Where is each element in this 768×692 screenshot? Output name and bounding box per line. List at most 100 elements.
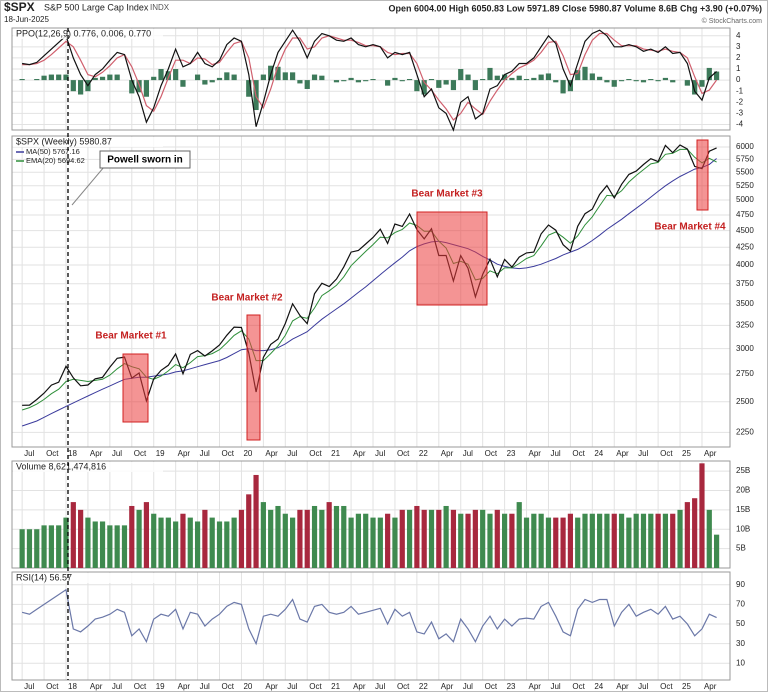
bar — [516, 75, 522, 81]
bar — [114, 74, 120, 81]
bar — [143, 80, 150, 97]
bar — [589, 513, 595, 568]
x-tick-label: Oct — [222, 449, 235, 458]
bar — [85, 517, 91, 568]
bar — [70, 80, 76, 92]
bar — [465, 513, 471, 568]
bar — [545, 73, 552, 81]
bar — [699, 80, 705, 87]
bar — [41, 75, 47, 81]
x-tick-label: Apr — [90, 449, 103, 458]
y-tick-label: 50 — [736, 619, 745, 628]
x-tick-label: 21 — [331, 682, 340, 691]
bar — [421, 80, 427, 95]
quote: Open 6004.00 High 6050.83 Low 5971.89 Cl… — [388, 3, 762, 13]
y-tick-label: -2 — [736, 97, 744, 106]
x-tick-label: 19 — [156, 682, 165, 691]
x-tick-label: Oct — [309, 682, 322, 691]
y-tick-label: 1 — [736, 64, 741, 73]
y-tick-label: 10 — [736, 658, 745, 667]
bar — [363, 80, 369, 82]
x-tick-label: Apr — [616, 449, 629, 458]
title-bg — [13, 573, 163, 583]
y-tick-label: 2500 — [736, 397, 754, 406]
y-tick-label: 2 — [736, 53, 741, 62]
bar — [640, 513, 647, 568]
panel-title: $SPX (Weekly) 5980.87 — [16, 136, 112, 146]
bar — [509, 513, 515, 568]
bar — [575, 517, 581, 568]
x-tick-label: Jul — [550, 449, 560, 458]
bar — [648, 79, 654, 81]
bar — [121, 525, 128, 568]
bar — [713, 534, 720, 568]
bar — [538, 513, 544, 568]
bar — [355, 513, 361, 568]
bar — [633, 80, 639, 82]
y-tick-label: 0 — [736, 75, 741, 84]
bar — [209, 517, 215, 568]
bar — [494, 75, 500, 81]
bar — [472, 80, 478, 91]
bar — [531, 513, 537, 568]
x-tick-label: Oct — [134, 682, 147, 691]
x-tick-label: 22 — [419, 682, 428, 691]
x-tick-label: Jul — [24, 449, 34, 458]
bar — [392, 77, 398, 81]
bar — [428, 79, 435, 81]
x-tick-label: Apr — [265, 449, 278, 458]
bar — [326, 502, 332, 568]
bar — [319, 509, 325, 568]
bar — [311, 74, 318, 81]
x-tick-label: Apr — [353, 682, 366, 691]
bar — [487, 513, 493, 568]
bar — [450, 509, 457, 568]
bar — [421, 509, 427, 568]
bar — [392, 517, 398, 568]
title-bg — [13, 29, 163, 39]
bar — [143, 502, 150, 568]
bar — [597, 76, 603, 81]
bear-market-box — [122, 353, 149, 423]
x-tick-label: Jul — [463, 682, 473, 691]
bar — [662, 77, 669, 81]
bar — [465, 74, 471, 81]
bar — [99, 521, 106, 568]
x-tick-label: Oct — [397, 682, 410, 691]
bar — [406, 79, 413, 81]
bar — [297, 509, 303, 568]
series-line — [21, 588, 717, 646]
x-tick-label: Apr — [441, 682, 454, 691]
bar — [523, 517, 530, 568]
bar — [56, 525, 62, 568]
bar — [151, 76, 157, 81]
bar — [158, 517, 164, 568]
panel-title: PPO(12,26,9) 0.776, 0.006, 0.770 — [16, 28, 151, 38]
bar — [428, 509, 435, 568]
y-tick-label: 90 — [736, 580, 745, 589]
x-tick-label: Oct — [397, 449, 410, 458]
bar — [165, 517, 171, 568]
date: 18-Jun-2025 — [4, 15, 49, 24]
bar — [216, 77, 223, 81]
bar — [684, 80, 690, 86]
bar — [545, 517, 552, 568]
x-tick-label: Oct — [134, 449, 147, 458]
bar — [253, 474, 259, 568]
x-tick-label: Jul — [463, 449, 473, 458]
bar — [377, 517, 383, 568]
y-tick-label: 5B — [736, 544, 746, 553]
x-tick-label: Oct — [572, 449, 585, 458]
x-tick-label: Oct — [222, 682, 235, 691]
index-name: S&P 500 Large Cap Index — [44, 2, 149, 12]
bar — [260, 502, 266, 568]
y-tick-label: 5750 — [736, 154, 754, 163]
bar — [107, 74, 113, 81]
bar — [575, 70, 581, 81]
bar — [436, 80, 442, 88]
bar — [436, 509, 442, 568]
bar — [99, 76, 106, 81]
bar — [333, 80, 340, 83]
bar — [502, 74, 508, 81]
bear-market-box — [696, 139, 709, 211]
